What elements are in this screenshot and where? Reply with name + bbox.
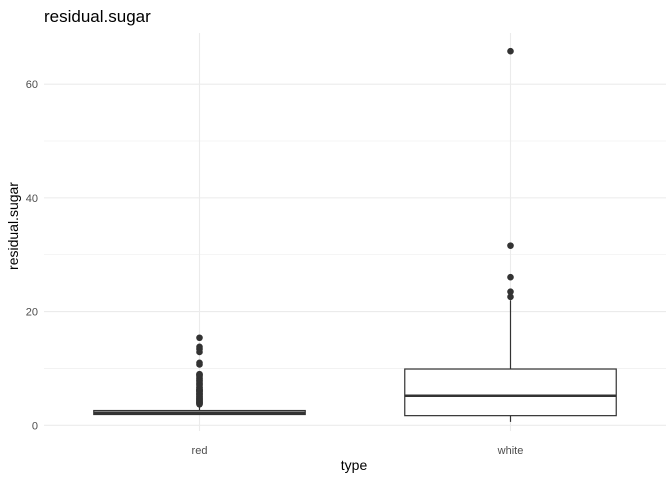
x-axis-ticks: red white [192, 445, 524, 457]
grid-lines [44, 33, 666, 431]
x-tick-label: white [497, 445, 524, 457]
outlier-point [507, 242, 514, 249]
box-red [93, 334, 306, 416]
chart-title: residual.sugar [44, 7, 151, 26]
outlier-point [507, 293, 514, 301]
outlier-point [507, 288, 514, 296]
outlier-point [196, 334, 203, 342]
box-layer [93, 47, 617, 422]
outlier-point [507, 273, 514, 281]
y-axis-label: residual.sugar [5, 182, 21, 270]
y-tick-label: 40 [26, 193, 38, 205]
y-axis-ticks: 0 20 40 60 [26, 79, 38, 432]
x-tick-label: red [192, 445, 208, 457]
outlier-point [507, 47, 514, 55]
outlier-point [196, 343, 203, 351]
y-tick-label: 0 [32, 420, 38, 432]
y-tick-label: 60 [26, 79, 38, 91]
outlier-point [196, 370, 203, 378]
outlier-point [196, 359, 203, 367]
box-white [404, 47, 617, 422]
y-tick-label: 20 [26, 307, 38, 319]
x-axis-label: type [341, 457, 368, 473]
box-body [404, 368, 617, 417]
